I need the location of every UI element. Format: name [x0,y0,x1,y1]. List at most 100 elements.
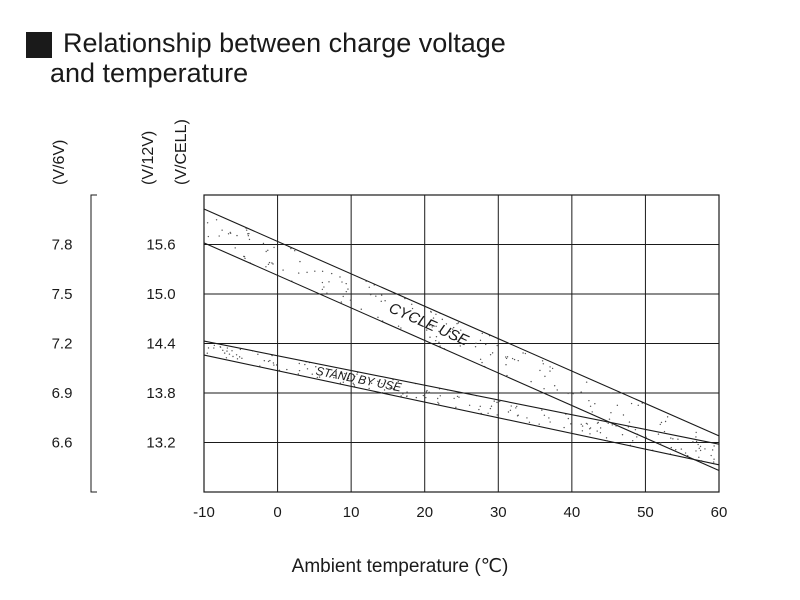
y-tick-label-12v: 15.0 [146,286,175,303]
stand-by-use-band-dot [490,405,493,407]
stand-by-use-band-dot [315,366,317,368]
cycle-use-band-dot [660,421,663,424]
stand-by-use-band-dot [487,412,489,415]
stand-by-use-band-dot [213,344,216,347]
stand-by-use-band-dot [456,395,459,398]
cycle-use-band-dot [430,311,432,313]
cycle-use-band-dot [459,345,461,347]
cycle-use-band-dot [411,303,413,305]
cycle-use-band-dot [663,430,666,433]
cycle-use-band-dot [456,322,458,325]
stand-by-use-band-dot [222,349,224,352]
stand-by-use-band-dot [692,441,694,443]
cycle-use-band-dot [628,421,631,423]
cycle-use-band-dot [243,255,245,258]
cycle-use-band-dot [539,369,541,372]
stand-by-use-band-dot [353,383,355,386]
cycle-use-band-dot [206,222,209,224]
stand-by-use-band-dot [393,389,396,391]
x-tick-label: -10 [193,504,215,521]
stand-by-use-band-dot [499,400,501,403]
stand-by-use-band-dot [711,449,714,451]
stand-by-use-band-dot [670,446,672,449]
stand-by-use-band-dot [425,391,428,393]
cycle-use-band-dot [400,327,402,329]
stand-by-use-band-dot [634,428,637,431]
stand-by-use-band-dot [509,409,512,412]
y-tick-label-12v: 13.2 [146,435,175,452]
stand-by-use-band-dot [599,432,602,434]
cycle-use-band-dot [449,330,451,333]
stand-by-use-band-dot [489,407,492,410]
cycle-use-band-dot [384,300,386,302]
cycle-use-band-dot [664,420,667,423]
cycle-use-band-dot [411,307,414,310]
stand-by-use-band-dot [235,354,238,356]
cycle-use-band-dot [572,392,574,395]
cycle-use-band-dot [704,448,706,450]
cycle-use-band-dot [360,308,362,310]
stand-by-use-band-dot [368,387,370,390]
cycle-use-band-dot [588,399,590,402]
stand-by-use-band-dot [422,394,425,397]
cycle-use-band-dot [438,341,440,344]
stand-by-use-band-dot [304,363,306,366]
stand-by-use-band-dot [516,415,519,417]
title-bullet-square [26,32,52,58]
cycle-use-band-dot [474,346,477,348]
cycle-use-band-dot [485,343,487,346]
x-tick-label: 40 [564,504,581,521]
cycle-use-band-dot [236,234,238,237]
stand-by-use-band-dot [381,382,383,385]
stand-by-use-band-dot [453,397,455,400]
cycle-use-band-dot [580,391,582,393]
cycle-use-band-dot [265,266,267,268]
cycle-use-band-dot [489,354,492,356]
cycle-use-band-dot [530,380,532,383]
stand-by-use-band-dot [684,452,687,454]
chart-title-line-2: and temperature [50,58,249,88]
stand-by-use-band-dot [340,372,342,375]
cycle-use-band-dot [549,366,551,368]
stand-by-use-band-dot [581,425,584,427]
cycle-use-band-dot [549,370,551,372]
stand-by-use-band-dot [567,417,570,420]
stand-by-use-band-dot [570,430,573,433]
cycle-use-band-dot [229,231,231,234]
cycle-use-band-dot [377,316,379,319]
cycle-use-band-dot [326,292,328,294]
cycle-use-band-dot [380,294,383,296]
stand-by-use-band-dot [239,348,242,351]
stand-by-use-band-dot [415,396,418,399]
stand-by-use-band-dot [672,438,674,440]
cycle-use-band-dot [594,402,596,405]
stand-by-use-band-dot [297,373,300,375]
cycle-use-band-dot [410,316,412,319]
cycle-use-band-dot [272,263,274,265]
cycle-use-band-dot [267,263,270,266]
cycle-use-band-dot [349,299,352,301]
cycle-use-band-dot [345,282,347,285]
stand-by-use-band-dot [238,356,241,358]
stand-by-use-upper-line [203,340,720,445]
cycle-use-band-dot [267,249,269,252]
cycle-use-band-dot [368,286,370,288]
cycle-use-band-dot [432,317,435,319]
stand-by-use-band-dot [224,352,226,354]
plot-frame [203,194,720,493]
stand-by-use-band-dot [213,347,215,349]
stand-by-use-band-dot [458,396,460,398]
cycle-use-band-dot [553,385,556,387]
cycle-use-band-dot [330,272,333,275]
cycle-use-band-dot [457,322,460,324]
stand-by-use-band-dot [428,391,431,394]
stand-by-use-band-dot [563,426,565,429]
cycle-use-band-dot [248,232,250,235]
stand-by-use-band-dot [439,395,441,397]
cycle-use-band-dot [622,414,625,416]
cycle-use-band-dot [321,288,324,291]
cycle-use-band-dot [657,433,660,435]
stand-by-use-band-dot [425,396,427,399]
stand-by-use-band-dot [468,404,471,406]
cycle-use-band-dot [340,301,343,303]
